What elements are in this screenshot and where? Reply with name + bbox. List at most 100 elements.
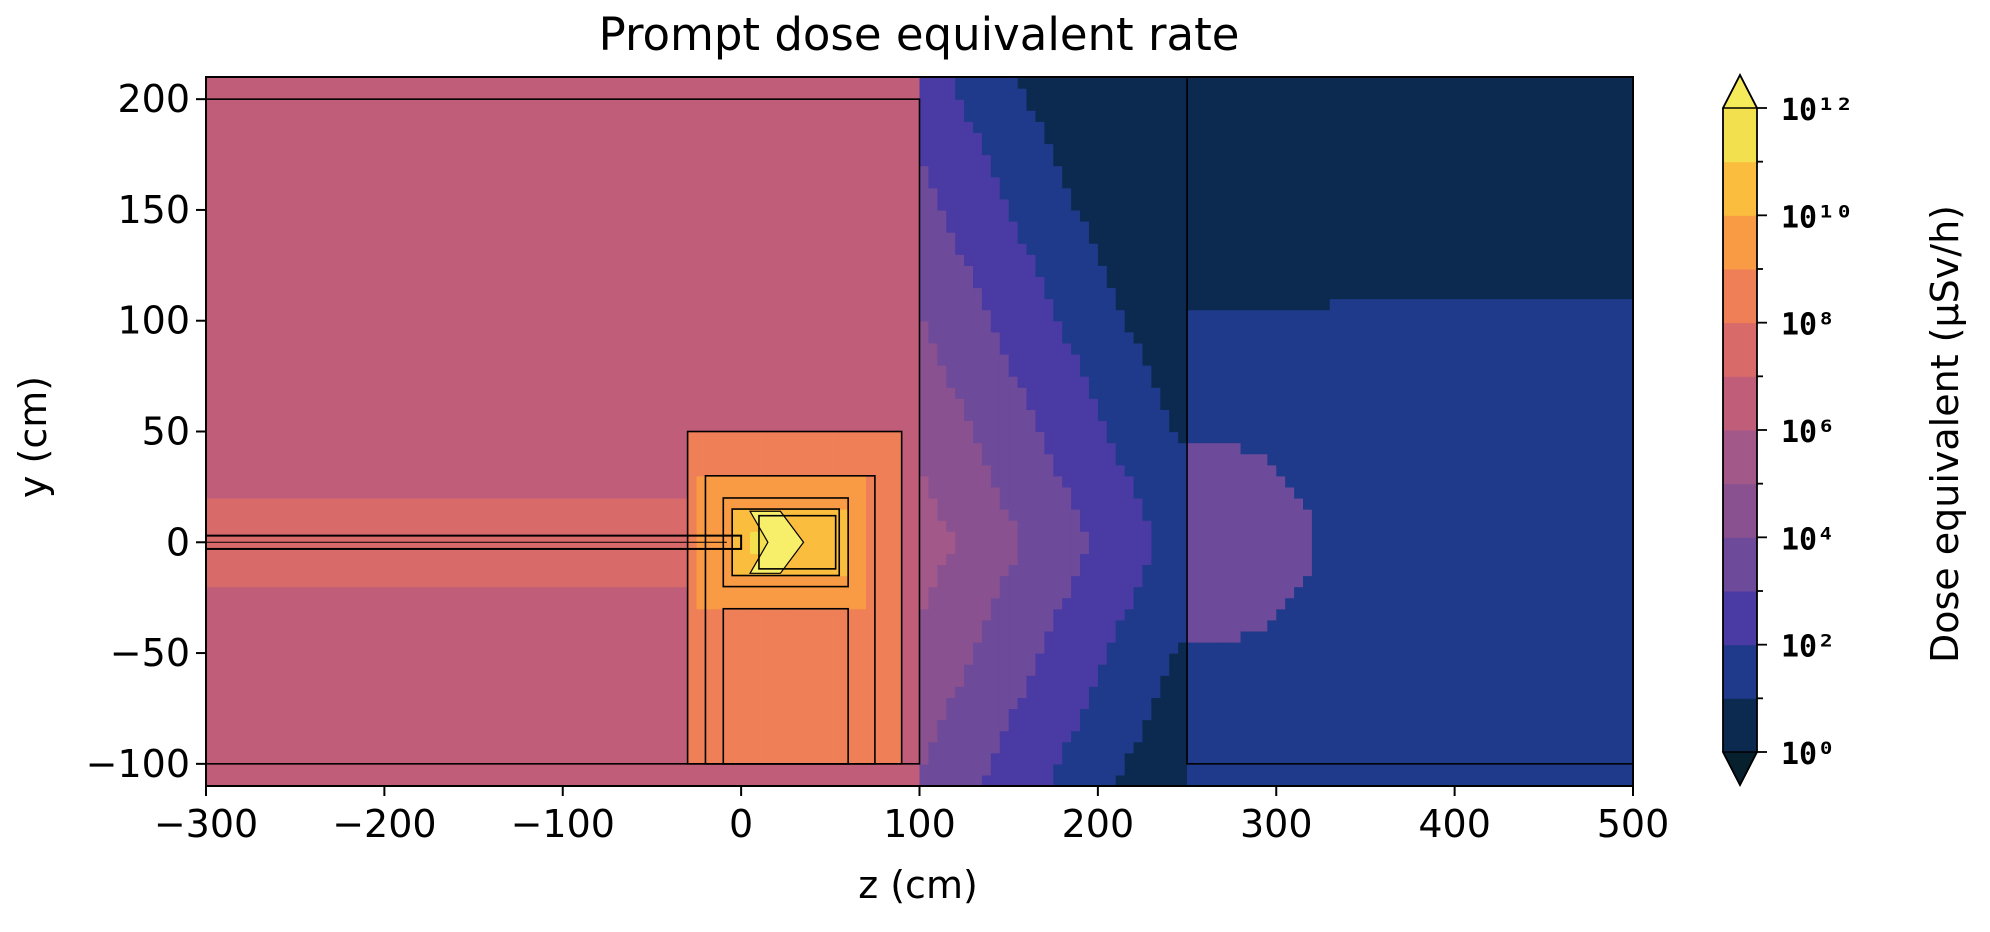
heatmap-cell xyxy=(705,431,715,477)
heatmap-cell xyxy=(1088,243,1099,399)
x-tick-label: 0 xyxy=(729,802,753,846)
heatmap-cell xyxy=(643,77,653,499)
heatmap-cell xyxy=(206,586,216,786)
heatmap-cell xyxy=(1133,586,1144,743)
heatmap-cell xyxy=(758,575,769,610)
colorbar-level xyxy=(1723,537,1757,592)
outline-target-box xyxy=(731,508,841,577)
heatmap-cell xyxy=(1258,630,1268,786)
heatmap-cell xyxy=(500,586,510,786)
heatmap-cell xyxy=(687,77,698,433)
x-tick-label: −100 xyxy=(511,802,615,846)
y-tick-label: −100 xyxy=(86,742,190,786)
heatmap-cell xyxy=(1294,77,1304,311)
heatmap-cell xyxy=(964,265,974,422)
heatmap-cell xyxy=(1222,641,1233,786)
heatmap-cell xyxy=(794,763,805,786)
heatmap-cell xyxy=(928,741,938,786)
heatmap-cell xyxy=(803,509,814,577)
heatmap-cell xyxy=(1267,77,1277,311)
heatmap-cell xyxy=(1365,77,1375,300)
heatmap-cell xyxy=(411,77,421,499)
heatmap-cell xyxy=(1204,442,1215,643)
heatmap-cell xyxy=(1026,77,1037,111)
heatmap-cell xyxy=(830,763,840,786)
heatmap-cell xyxy=(839,77,849,433)
heatmap-cell xyxy=(1606,77,1616,300)
heatmap-cell xyxy=(839,509,849,577)
heatmap-cell xyxy=(1249,309,1260,455)
heatmap-cell xyxy=(482,77,492,499)
x-axis-label: z (cm) xyxy=(858,863,978,907)
heatmap-cell xyxy=(651,77,662,499)
y-tick-label: 100 xyxy=(117,299,190,343)
heatmap-cell xyxy=(750,763,760,786)
heatmap-cell xyxy=(1062,77,1072,189)
heatmap-cell xyxy=(839,608,849,765)
heatmap-cell xyxy=(1231,641,1242,786)
heatmap-cell xyxy=(1142,564,1152,721)
heatmap-cell xyxy=(1427,77,1438,300)
heatmap-cell xyxy=(1249,453,1260,632)
heatmap-cell xyxy=(803,763,814,786)
heatmap-cell xyxy=(785,608,796,765)
heatmap-cell xyxy=(268,77,278,499)
heatmap-cell xyxy=(625,77,635,499)
x-tick-label: −300 xyxy=(154,802,258,846)
heatmap-cell xyxy=(259,586,270,786)
heatmap-cell xyxy=(509,77,519,499)
heatmap-cell xyxy=(1053,165,1063,322)
heatmap-cell xyxy=(268,586,278,786)
heatmap-cell xyxy=(973,132,983,289)
heatmap-cell xyxy=(758,475,769,510)
heatmap-cell xyxy=(455,77,466,499)
heatmap-cell xyxy=(964,77,974,122)
geometry-outlines xyxy=(206,77,1633,765)
heatmap-cell xyxy=(857,475,867,610)
heatmap-cell xyxy=(1285,309,1295,488)
heatmap-cell xyxy=(1303,575,1313,786)
heatmap-cell xyxy=(286,586,296,786)
heatmap-cell xyxy=(1258,309,1268,455)
heatmap-cell xyxy=(1008,376,1019,521)
heatmap-cell xyxy=(1615,77,1625,300)
colorbar-level xyxy=(1723,698,1757,753)
heatmap-cell xyxy=(277,586,287,786)
heatmap-cell xyxy=(776,608,787,765)
heatmap-cell xyxy=(214,77,225,499)
heatmap-cell xyxy=(937,564,947,721)
heatmap-cell xyxy=(1017,243,1028,388)
heatmap-cell xyxy=(981,619,992,776)
heatmap-cell xyxy=(1276,608,1286,786)
heatmap-cell xyxy=(420,586,430,786)
heatmap-cell xyxy=(437,77,448,499)
heatmap-cell xyxy=(1142,77,1152,366)
heatmap-cell xyxy=(767,77,778,433)
heatmap-cell xyxy=(973,287,983,444)
heatmap-cell xyxy=(973,641,983,786)
heatmap-cell xyxy=(1490,77,1500,300)
heatmap-cell xyxy=(223,586,234,786)
heatmap-cell xyxy=(1240,630,1251,786)
heatmap-cell xyxy=(1124,331,1135,477)
heatmap-cell xyxy=(589,586,600,786)
heatmap-cell xyxy=(1267,619,1277,786)
heatmap-cell xyxy=(776,575,787,610)
heatmap-cell xyxy=(1195,309,1206,444)
heatmap-cell xyxy=(1097,664,1108,786)
heatmap-cell xyxy=(928,586,938,743)
heatmap-cell xyxy=(857,431,867,477)
heatmap-cell xyxy=(1258,77,1268,311)
heatmap-cell xyxy=(357,77,368,499)
heatmap-cell xyxy=(732,763,742,786)
colorbar-level xyxy=(1723,644,1757,699)
heatmap-cell xyxy=(803,575,814,610)
heatmap-cell xyxy=(313,77,323,499)
heatmap-cell xyxy=(839,763,849,786)
heatmap-cell xyxy=(937,719,947,786)
colorbar-level xyxy=(1723,215,1757,270)
heatmap-cell xyxy=(785,475,796,510)
heatmap-cell xyxy=(874,77,885,433)
heatmap-cell xyxy=(723,763,733,786)
heatmap-cell xyxy=(1195,641,1206,786)
